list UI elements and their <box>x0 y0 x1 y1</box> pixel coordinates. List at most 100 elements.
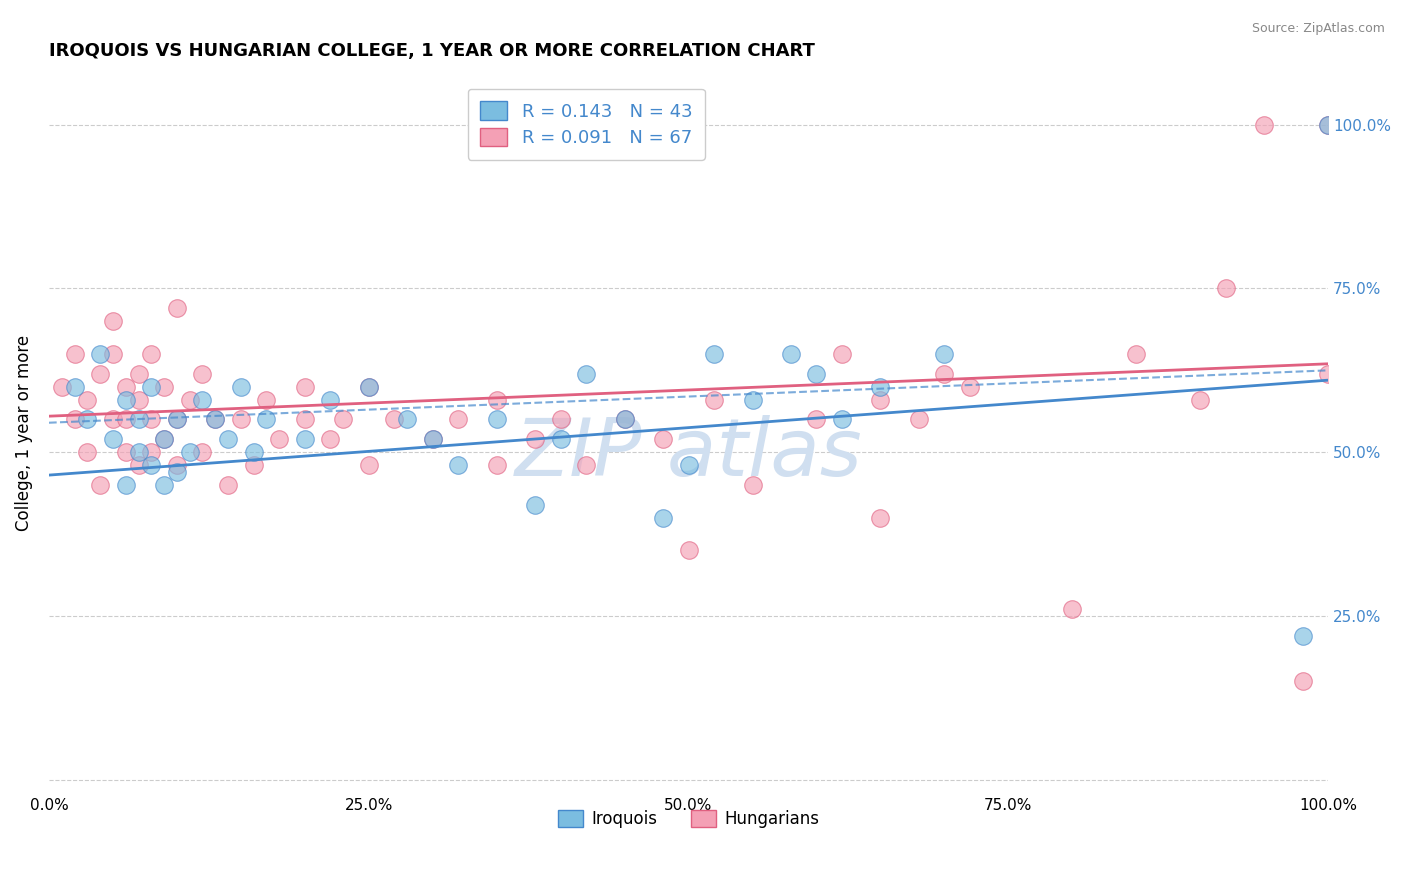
Point <box>613 412 636 426</box>
Point <box>63 380 86 394</box>
Point <box>128 412 150 426</box>
Text: IROQUOIS VS HUNGARIAN COLLEGE, 1 YEAR OR MORE CORRELATION CHART: IROQUOIS VS HUNGARIAN COLLEGE, 1 YEAR OR… <box>49 42 815 60</box>
Point <box>153 478 176 492</box>
Point <box>63 347 86 361</box>
Point <box>191 445 214 459</box>
Point <box>153 432 176 446</box>
Point <box>703 347 725 361</box>
Point <box>396 412 419 426</box>
Point <box>294 432 316 446</box>
Point <box>1215 281 1237 295</box>
Point <box>166 458 188 473</box>
Point <box>141 445 163 459</box>
Point <box>128 458 150 473</box>
Point <box>242 445 264 459</box>
Point <box>114 445 136 459</box>
Point <box>831 412 853 426</box>
Point <box>1291 628 1313 642</box>
Point <box>166 465 188 479</box>
Point <box>934 367 956 381</box>
Point <box>780 347 803 361</box>
Point <box>575 367 598 381</box>
Legend: Iroquois, Hungarians: Iroquois, Hungarians <box>551 803 825 835</box>
Point <box>128 367 150 381</box>
Point <box>166 412 188 426</box>
Point <box>806 412 828 426</box>
Point <box>76 412 98 426</box>
Point <box>422 432 444 446</box>
Text: Source: ZipAtlas.com: Source: ZipAtlas.com <box>1251 22 1385 36</box>
Point <box>319 392 342 407</box>
Point <box>1253 118 1275 132</box>
Point <box>959 380 981 394</box>
Point <box>141 380 163 394</box>
Point <box>229 412 252 426</box>
Point <box>128 445 150 459</box>
Point <box>101 412 124 426</box>
Point <box>141 347 163 361</box>
Point <box>869 380 891 394</box>
Point <box>1317 367 1340 381</box>
Point <box>153 380 176 394</box>
Point <box>550 432 572 446</box>
Point <box>678 543 700 558</box>
Point <box>76 392 98 407</box>
Point <box>485 412 508 426</box>
Point <box>191 367 214 381</box>
Point <box>869 510 891 524</box>
Point <box>114 380 136 394</box>
Point <box>114 412 136 426</box>
Point <box>613 412 636 426</box>
Point <box>422 432 444 446</box>
Point <box>447 458 470 473</box>
Point <box>217 478 239 492</box>
Point <box>1291 674 1313 689</box>
Point <box>652 432 675 446</box>
Point <box>1125 347 1147 361</box>
Point <box>229 380 252 394</box>
Point <box>89 478 111 492</box>
Point <box>101 347 124 361</box>
Point <box>269 432 291 446</box>
Point <box>294 380 316 394</box>
Point <box>101 314 124 328</box>
Point <box>76 445 98 459</box>
Point <box>179 392 201 407</box>
Point <box>1317 118 1340 132</box>
Point <box>703 392 725 407</box>
Point <box>179 445 201 459</box>
Point <box>907 412 929 426</box>
Point <box>63 412 86 426</box>
Point <box>1317 118 1340 132</box>
Point <box>141 412 163 426</box>
Point <box>332 412 354 426</box>
Point <box>153 432 176 446</box>
Point <box>128 392 150 407</box>
Point <box>869 392 891 407</box>
Point <box>382 412 405 426</box>
Point <box>204 412 226 426</box>
Point <box>114 392 136 407</box>
Point <box>741 478 763 492</box>
Point <box>51 380 73 394</box>
Point <box>166 301 188 315</box>
Point <box>831 347 853 361</box>
Point <box>254 412 277 426</box>
Point <box>524 498 547 512</box>
Point <box>166 412 188 426</box>
Point <box>485 392 508 407</box>
Point <box>357 380 380 394</box>
Point <box>934 347 956 361</box>
Point <box>294 412 316 426</box>
Point <box>550 412 572 426</box>
Point <box>242 458 264 473</box>
Point <box>89 367 111 381</box>
Point <box>254 392 277 407</box>
Point <box>114 478 136 492</box>
Y-axis label: College, 1 year or more: College, 1 year or more <box>15 334 32 531</box>
Text: ZIP atlas: ZIP atlas <box>515 415 862 493</box>
Point <box>89 347 111 361</box>
Point <box>652 510 675 524</box>
Point <box>524 432 547 446</box>
Point <box>806 367 828 381</box>
